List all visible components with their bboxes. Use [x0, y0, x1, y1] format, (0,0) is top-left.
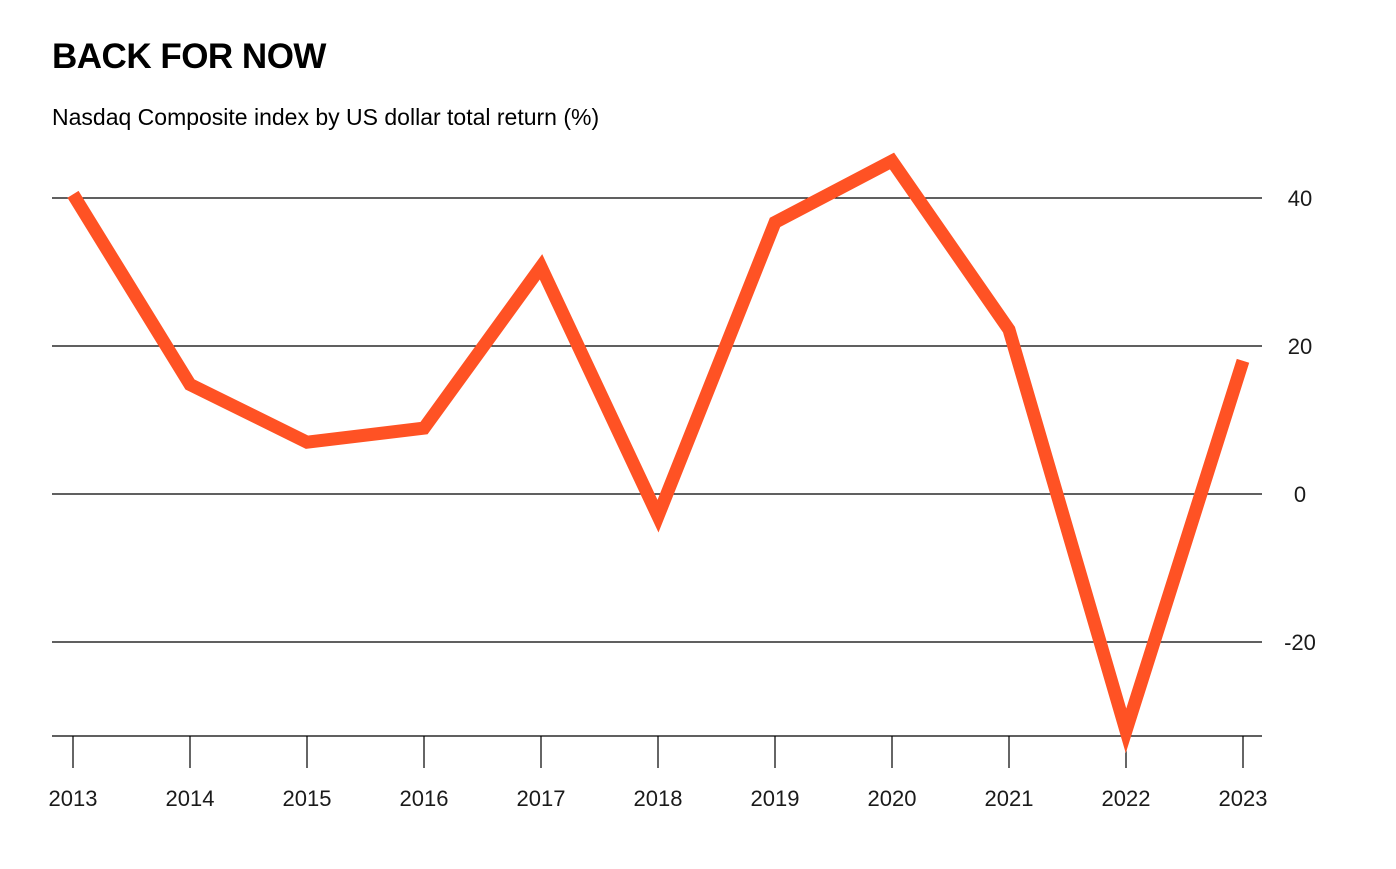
y-tick-label: -20	[1284, 630, 1316, 655]
x-tick-label: 2016	[400, 786, 449, 811]
chart-subtitle: Nasdaq Composite index by US dollar tota…	[52, 104, 600, 130]
x-tick-label: 2015	[283, 786, 332, 811]
chart-title: BACK FOR NOW	[52, 37, 326, 76]
y-tick-label: 40	[1288, 186, 1312, 211]
x-tick-label: 2014	[166, 786, 215, 811]
series-line	[67, 152, 1250, 754]
y-tick-label: 0	[1294, 482, 1306, 507]
x-tick-label: 2022	[1102, 786, 1151, 811]
x-axis: 2013 2014 2015 2016 2017 2018 2019 2020 2021 2022…	[49, 735, 1268, 811]
x-tick-label: 2021	[985, 786, 1034, 811]
x-tick-label: 2018	[634, 786, 683, 811]
series-layer	[67, 152, 1250, 754]
x-tick-label: 2019	[751, 786, 800, 811]
x-tick-label: 2023	[1219, 786, 1268, 811]
y-tick-label: 20	[1288, 334, 1312, 359]
x-tick-label: 2013	[49, 786, 98, 811]
x-tick-label: 2020	[868, 786, 917, 811]
y-axis: 40 20 0 -20	[1284, 186, 1316, 655]
x-tick-label: 2017	[517, 786, 566, 811]
